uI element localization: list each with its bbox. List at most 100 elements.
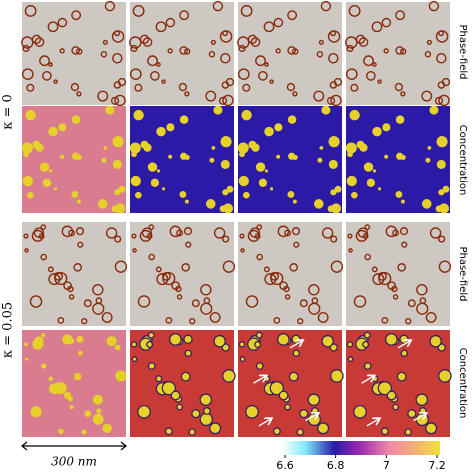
particle	[345, 36, 358, 49]
particle	[129, 68, 142, 80]
particle	[258, 70, 268, 81]
particle	[366, 178, 376, 187]
particle	[248, 140, 257, 149]
colorbar-tick-label: 7.2	[428, 459, 446, 472]
group-label: κ = 0.05	[1, 302, 16, 358]
particle	[222, 235, 230, 243]
particle	[264, 273, 277, 286]
particle	[47, 266, 54, 273]
particle	[209, 157, 215, 163]
particle	[223, 370, 235, 382]
particle	[372, 273, 385, 286]
particle	[438, 30, 445, 37]
particle	[181, 263, 191, 272]
particle	[139, 229, 152, 242]
particle	[114, 30, 121, 37]
particle	[239, 233, 245, 239]
particle	[264, 169, 269, 173]
particle	[238, 175, 249, 187]
particle	[349, 109, 360, 121]
particle	[179, 191, 187, 198]
particle	[129, 36, 142, 49]
particle	[171, 391, 180, 400]
particle	[189, 317, 196, 325]
particle	[425, 312, 437, 323]
particle	[212, 0, 224, 12]
particle	[138, 406, 150, 418]
particle	[395, 10, 406, 21]
particle	[47, 21, 59, 33]
particle	[287, 10, 298, 21]
particle	[39, 55, 50, 67]
particle	[350, 191, 358, 199]
arrow	[397, 341, 410, 349]
particle	[162, 271, 176, 286]
particle	[255, 55, 266, 67]
particle	[401, 241, 408, 248]
particle	[40, 253, 47, 261]
arrow	[305, 414, 318, 422]
particle	[263, 266, 270, 273]
particle	[372, 126, 382, 137]
particle	[308, 394, 319, 405]
particle	[331, 203, 342, 214]
particle	[270, 382, 283, 395]
particle	[32, 140, 41, 149]
particle	[48, 273, 61, 286]
particle	[326, 96, 336, 105]
particle	[299, 299, 308, 308]
particle	[292, 335, 300, 343]
particle	[387, 281, 396, 290]
particle	[185, 350, 191, 356]
particle	[317, 157, 323, 163]
group-label: κ = 0	[1, 94, 16, 130]
particle	[155, 266, 162, 273]
particle	[106, 336, 117, 347]
particle	[321, 227, 334, 239]
particle	[237, 68, 250, 80]
particle	[241, 109, 252, 121]
particle	[57, 17, 68, 28]
particle	[24, 248, 29, 253]
particle	[439, 203, 450, 214]
particle	[247, 229, 260, 242]
particle	[222, 344, 229, 351]
particle	[291, 48, 299, 55]
particle	[60, 154, 65, 159]
particle	[438, 235, 446, 243]
particle	[58, 428, 64, 434]
particle	[48, 126, 58, 137]
particle	[184, 91, 190, 97]
particle	[345, 142, 357, 154]
particle	[92, 394, 103, 405]
particle	[76, 335, 84, 343]
particle	[191, 299, 200, 308]
particle	[214, 336, 225, 347]
particle	[68, 229, 75, 237]
particle	[24, 5, 37, 17]
particle	[110, 96, 120, 105]
particle	[147, 55, 158, 67]
particle	[189, 429, 195, 435]
particle	[74, 373, 82, 381]
particle	[366, 70, 376, 81]
particle	[278, 334, 289, 345]
particle	[59, 48, 65, 54]
particle	[436, 52, 447, 64]
particle	[237, 142, 249, 154]
particle	[29, 295, 43, 308]
particle	[434, 96, 444, 105]
particle	[405, 429, 411, 435]
particle	[161, 187, 166, 191]
particle	[132, 342, 136, 347]
particle	[240, 342, 244, 347]
particle	[273, 316, 281, 324]
particle	[320, 0, 332, 12]
panel	[22, 222, 126, 326]
particle	[92, 284, 104, 296]
particle	[345, 68, 358, 80]
particle	[21, 36, 34, 49]
particle	[71, 115, 81, 124]
particle	[330, 94, 342, 107]
